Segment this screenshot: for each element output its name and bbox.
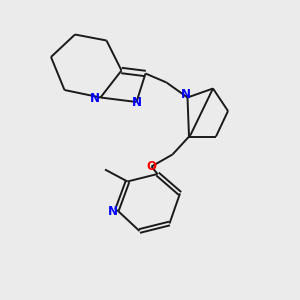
Text: N: N [181, 88, 191, 101]
Text: N: N [107, 205, 118, 218]
Text: N: N [132, 96, 142, 109]
Text: N: N [90, 92, 100, 105]
Text: O: O [146, 160, 157, 173]
